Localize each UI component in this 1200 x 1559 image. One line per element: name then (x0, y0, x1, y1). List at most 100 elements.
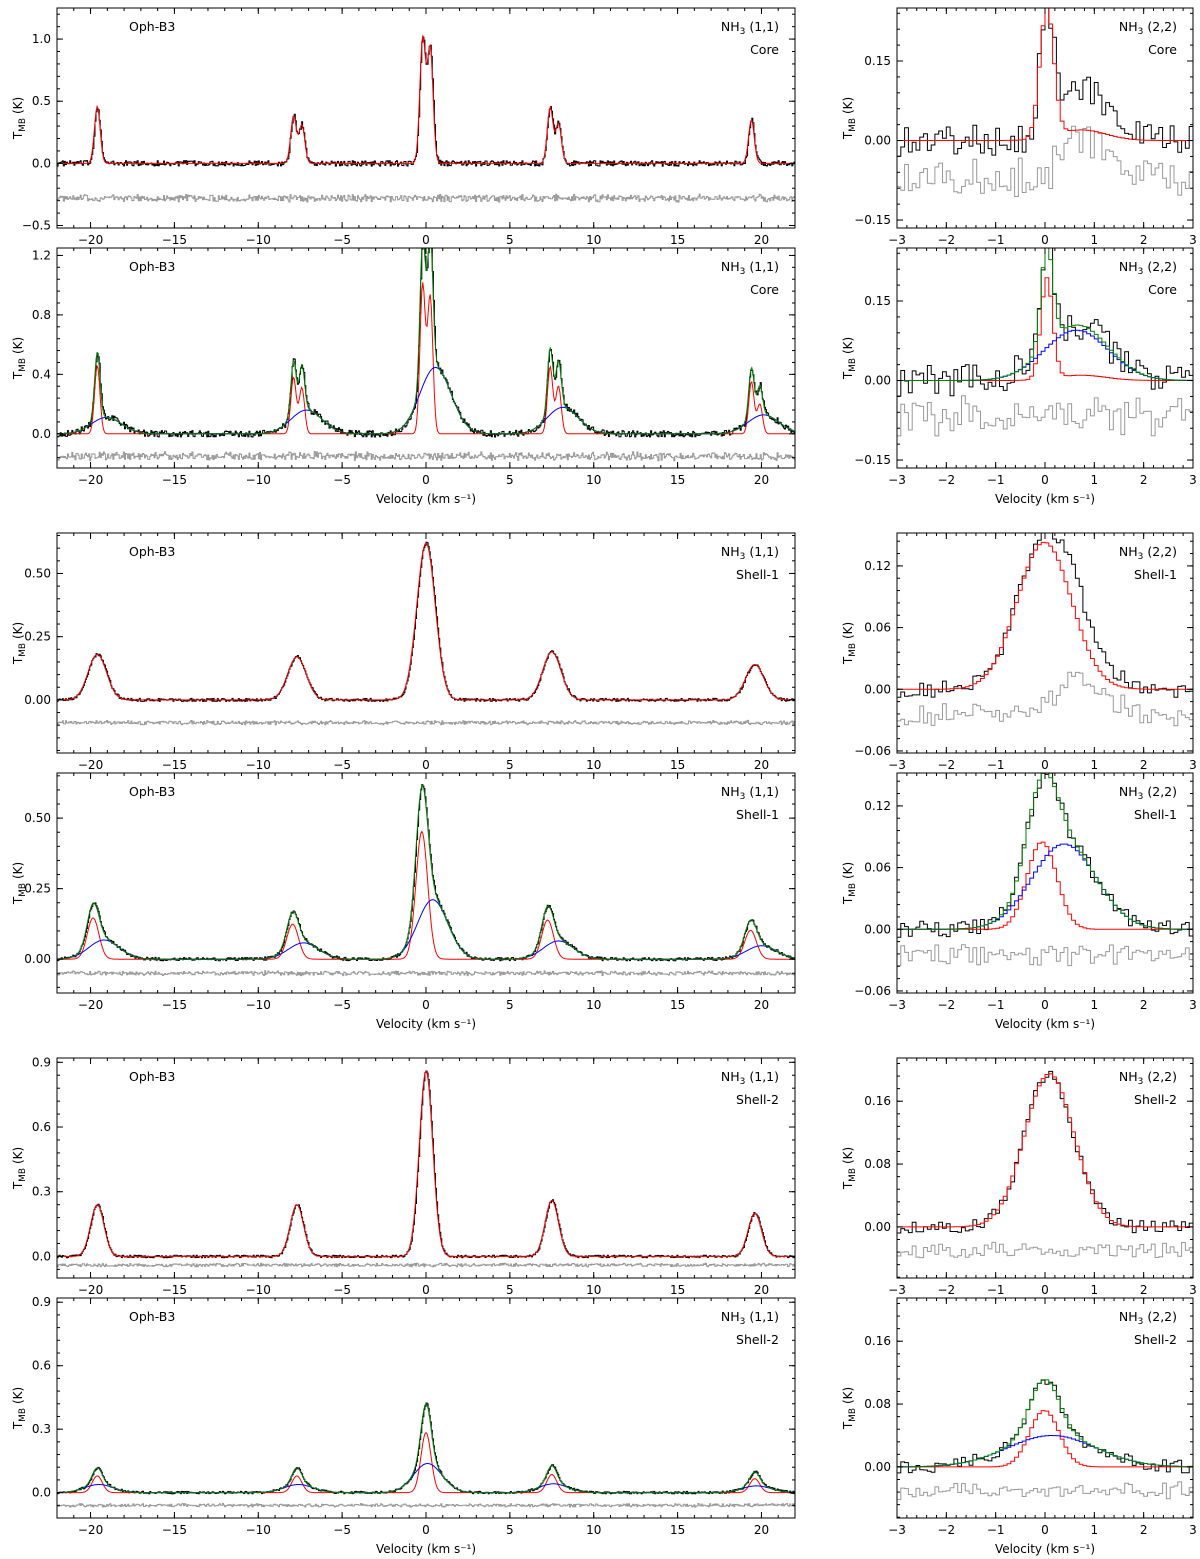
y-axis-label: TMB (K) (841, 1387, 858, 1430)
source-label: Oph-B3 (129, 1309, 175, 1324)
x-tick-label: 0 (422, 233, 430, 247)
fit-series (57, 35, 795, 164)
transition-label: NH3 (2,2) (1119, 19, 1177, 37)
y-tick-label: 0.0 (32, 427, 51, 441)
plot-area (57, 1069, 795, 1268)
plot-area (57, 35, 795, 203)
x-tick-label: −20 (78, 758, 103, 772)
x-tick-label: 5 (506, 1523, 514, 1537)
residual-series (897, 1481, 1193, 1501)
y-tick-label: 0.50 (24, 566, 51, 580)
y-label-T: T (11, 1181, 25, 1190)
transition-levels: (1,1) (745, 259, 779, 274)
y-label-unit: (K) (841, 337, 855, 358)
plot-area (897, 1070, 1193, 1259)
y-label-T: T (841, 1181, 855, 1190)
x-tick-label: −10 (246, 1523, 271, 1537)
y-label-T: T (11, 131, 25, 140)
x-tick-label: −1 (987, 758, 1005, 772)
y-label-sub: MB (18, 643, 28, 657)
transition-levels: (1,1) (745, 544, 779, 559)
x-tick-label: −5 (333, 758, 351, 772)
region-label: Shell-1 (1134, 567, 1177, 582)
panel-frame (56, 7, 796, 229)
residual-series (897, 1241, 1193, 1259)
x-tick-label: 0 (422, 1283, 430, 1297)
y-label-T: T (11, 371, 25, 380)
y-tick-label: 0.08 (864, 1397, 891, 1411)
transition-label: NH3 (2,2) (1119, 259, 1177, 277)
y-tick-label: −0.06 (854, 984, 891, 998)
x-tick-label: 20 (754, 473, 769, 487)
panel-shell1-11-b: −20 −15 −10 −5 0 5 10 15 20 0.00 0.25 0.50 TMB (K) Op… (11, 772, 796, 1031)
y-label-unit: (K) (841, 622, 855, 643)
y-label-sub: MB (18, 883, 28, 897)
y-label-T: T (841, 371, 855, 380)
x-tick-label: −5 (333, 1523, 351, 1537)
plot-area (897, 533, 1193, 727)
x-tick-label: 15 (670, 758, 685, 772)
transition-sub: 3 (1138, 552, 1144, 562)
broad-component-series (897, 329, 1193, 381)
source-label: Oph-B3 (129, 19, 175, 34)
x-tick-label: −3 (888, 758, 906, 772)
transition-sub: 3 (1138, 27, 1144, 37)
x-tick-label: 2 (1140, 758, 1148, 772)
y-label-sub: MB (848, 118, 858, 132)
y-tick-label: −0.5 (22, 219, 51, 233)
x-tick-label: 5 (506, 233, 514, 247)
broad-component-series (57, 1463, 795, 1494)
panel-frame (896, 1057, 1194, 1279)
x-tick-label: 2 (1140, 233, 1148, 247)
observed-series (897, 533, 1193, 698)
y-axis-label: TMB (K) (11, 862, 28, 905)
transition-levels: (1,1) (745, 19, 779, 34)
x-tick-label: 1 (1091, 473, 1099, 487)
y-tick-label: 0.5 (32, 94, 51, 108)
y-tick-label: 0.0 (32, 156, 51, 170)
y-label-sub: MB (848, 883, 858, 897)
observed-series (897, 8, 1193, 157)
x-tick-label: 0 (1041, 998, 1049, 1012)
x-tick-label: −1 (987, 233, 1005, 247)
observed-series (57, 1402, 795, 1495)
x-tick-label: −10 (246, 473, 271, 487)
x-tick-label: −10 (246, 998, 271, 1012)
x-tick-label: 2 (1140, 1283, 1148, 1297)
transition-sub: 3 (740, 792, 746, 802)
x-tick-label: 15 (670, 473, 685, 487)
y-label-unit: (K) (841, 1147, 855, 1168)
observed-series (897, 1379, 1193, 1474)
y-label-T: T (11, 1421, 25, 1430)
y-tick-label: 0.25 (24, 630, 51, 644)
y-tick-label: 0.00 (864, 922, 891, 936)
x-tick-label: 2 (1140, 998, 1148, 1012)
broad-component-series (57, 899, 795, 960)
plot-area (897, 8, 1193, 197)
transition-sub: 3 (740, 552, 746, 562)
y-tick-label: 0.3 (32, 1185, 51, 1199)
y-tick-label: 0.16 (864, 1334, 891, 1348)
panel-core-11-b: −20 −15 −10 −5 0 5 10 15 20 0.0 0.4 0.8 1.2 TMB (K) Op… (11, 247, 796, 506)
transition-species: NH (1119, 784, 1138, 799)
x-tick-label: 0 (422, 758, 430, 772)
panel-frame (896, 532, 1194, 754)
x-tick-label: −3 (888, 1283, 906, 1297)
observed-series (57, 248, 795, 438)
y-label-unit: (K) (11, 1387, 25, 1408)
y-tick-label: −0.15 (854, 213, 891, 227)
x-tick-label: −2 (937, 998, 955, 1012)
broad-component-series (897, 1435, 1193, 1468)
x-tick-label: 1 (1091, 998, 1099, 1012)
plot-area (897, 1379, 1193, 1501)
narrow-component-series (897, 1410, 1193, 1468)
region-label: Shell-2 (736, 1092, 779, 1107)
transition-sub: 3 (740, 267, 746, 277)
observed-series (57, 1070, 795, 1259)
plot-area (57, 541, 795, 726)
y-axis-label: TMB (K) (11, 1387, 28, 1430)
x-tick-label: −2 (937, 233, 955, 247)
